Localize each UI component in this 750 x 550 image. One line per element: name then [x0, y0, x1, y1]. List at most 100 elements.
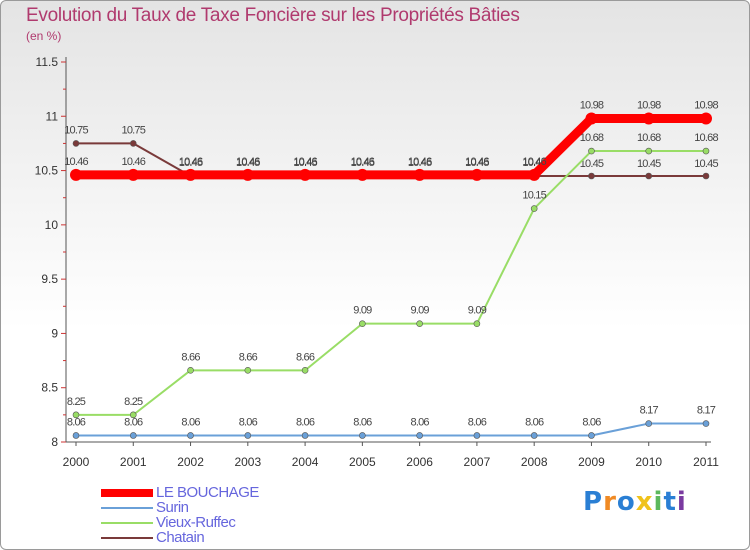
data-label-chatain: 10.45 [580, 158, 604, 170]
data-point-surin [187, 432, 194, 439]
data-point-surin [416, 432, 423, 439]
data-point-le-bouchage [241, 168, 254, 181]
logo-letter: i [653, 487, 664, 517]
data-point-vieux-ruffec [588, 147, 595, 155]
x-tick-label: 2007 [464, 455, 491, 469]
data-label-le-bouchage: 10.46 [465, 156, 489, 168]
data-point-vieux-ruffec [187, 367, 194, 374]
data-point-vieux-ruffec [530, 205, 538, 212]
data-point-chatain [645, 172, 653, 180]
data-point-surin [129, 432, 137, 439]
data-label-surin: 8.06 [411, 416, 430, 428]
data-label-surin: 8.06 [353, 416, 372, 428]
data-label-surin: 8.06 [67, 416, 86, 428]
data-label-surin: 8.06 [296, 416, 315, 428]
legend-swatch-vieux-ruffec [101, 522, 153, 524]
data-point-le-bouchage [184, 168, 197, 181]
data-label-le-bouchage: 10.46 [408, 156, 432, 168]
data-point-chatain [588, 172, 595, 180]
data-label-le-bouchage: 10.46 [179, 156, 203, 168]
y-tick-label: 11.5 [36, 55, 59, 69]
legend-swatch-le-bouchage [101, 489, 153, 497]
x-tick-label: 2002 [177, 455, 204, 469]
data-label-vieux-ruffec: 8.66 [181, 351, 200, 363]
x-tick-label: 2005 [349, 455, 376, 469]
data-label-surin: 8.17 [697, 405, 716, 417]
data-point-le-bouchage [700, 112, 712, 125]
data-point-chatain [129, 140, 137, 147]
logo-letter: r [603, 487, 617, 517]
data-label-chatain: 10.45 [465, 157, 489, 169]
x-tick-label: 2000 [63, 455, 90, 469]
x-tick-label: 2008 [521, 455, 548, 469]
data-point-surin [72, 432, 80, 439]
data-point-vieux-ruffec [702, 147, 710, 155]
x-tick-label: 2009 [578, 455, 605, 469]
data-label-surin: 8.06 [525, 416, 544, 428]
data-label-surin: 8.06 [181, 416, 200, 428]
data-label-surin: 8.17 [640, 405, 659, 417]
data-label-le-bouchage: 10.46 [236, 156, 260, 168]
data-label-le-bouchage: 10.98 [637, 99, 661, 111]
y-tick-label: 9 [51, 326, 58, 340]
y-tick-label: 10 [45, 218, 59, 232]
data-point-le-bouchage [127, 168, 140, 181]
data-label-surin: 8.06 [239, 416, 258, 428]
proxiti-logo: Proxiti [583, 487, 687, 517]
data-label-chatain: 10.45 [293, 157, 317, 169]
data-point-le-bouchage [70, 168, 82, 181]
data-label-vieux-ruffec: 8.66 [296, 351, 315, 363]
data-point-vieux-ruffec [244, 367, 252, 374]
data-point-surin [588, 432, 595, 439]
logo-letter: x [635, 487, 654, 517]
data-point-chatain [72, 140, 80, 147]
data-point-le-bouchage [642, 112, 655, 125]
data-label-vieux-ruffec: 8.25 [124, 396, 143, 408]
data-label-vieux-ruffec: 10.15 [522, 190, 546, 202]
data-point-le-bouchage [528, 168, 541, 181]
data-point-surin [645, 420, 653, 427]
data-label-vieux-ruffec: 9.09 [411, 305, 430, 317]
data-point-surin [702, 420, 710, 427]
data-label-surin: 8.06 [468, 416, 487, 428]
data-label-vieux-ruffec: 9.09 [468, 305, 487, 317]
x-tick-label: 2006 [406, 455, 433, 469]
data-label-vieux-ruffec: 8.66 [239, 351, 258, 363]
x-tick-label: 2004 [292, 455, 319, 469]
series-line-surin [75, 422, 707, 437]
data-point-le-bouchage [299, 168, 312, 181]
data-label-surin: 8.06 [582, 416, 601, 428]
chart-title: Evolution du Taux de Taxe Foncière sur l… [26, 5, 520, 26]
data-point-vieux-ruffec [301, 367, 309, 374]
legend-swatch-chatain [101, 537, 153, 539]
data-label-le-bouchage: 10.46 [122, 156, 146, 168]
legend-label-le-bouchage: LE BOUCHAGE [156, 484, 259, 501]
data-point-vieux-ruffec [473, 320, 481, 327]
y-tick-label: 10.5 [35, 164, 59, 178]
x-tick-label: 2003 [234, 455, 261, 469]
data-label-le-bouchage: 10.46 [64, 156, 88, 168]
data-label-chatain: 10.75 [64, 124, 88, 136]
data-point-le-bouchage [470, 168, 483, 181]
y-tick-label: 8.5 [41, 381, 58, 395]
data-point-vieux-ruffec [416, 320, 423, 327]
legend-swatch-surin [101, 507, 153, 509]
data-point-surin [530, 432, 538, 439]
data-label-le-bouchage: 10.46 [351, 156, 375, 168]
data-label-chatain: 10.75 [122, 124, 146, 136]
data-point-surin [301, 432, 309, 439]
data-label-le-bouchage: 10.46 [293, 156, 317, 168]
series-line-vieux-ruffec [75, 150, 707, 416]
data-label-chatain: 10.45 [637, 158, 661, 170]
data-label-chatain: 10.45 [179, 157, 203, 169]
logo-letter: o [616, 487, 636, 517]
data-label-vieux-ruffec: 10.68 [694, 132, 718, 144]
logo-letter: t [663, 487, 677, 517]
legend-label-chatain: Chatain [156, 529, 205, 546]
data-point-surin [359, 432, 366, 439]
data-point-le-bouchage [356, 168, 369, 181]
data-point-surin [244, 432, 252, 439]
logo-letter: i [676, 487, 687, 517]
data-point-vieux-ruffec [72, 411, 80, 419]
